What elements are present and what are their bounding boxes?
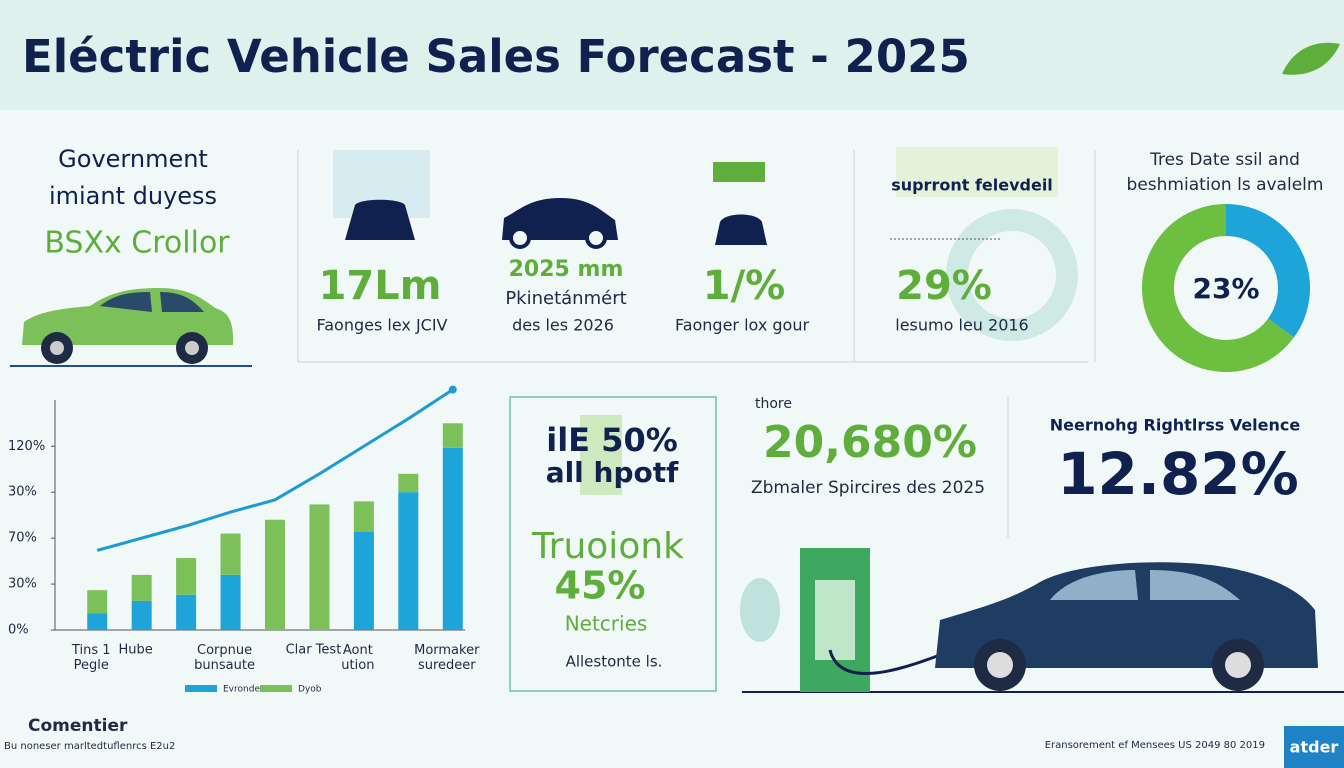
x-tick-label: Hube	[119, 643, 153, 658]
footer-brand: Comentier	[28, 716, 128, 736]
box-line: Truoionk	[531, 526, 684, 567]
center-kicker: thore	[755, 396, 792, 412]
navy-car	[935, 562, 1318, 691]
leaf-icon	[1282, 42, 1340, 75]
bar-segment	[176, 594, 197, 630]
stat-heading: suprront felevdeil	[891, 176, 1053, 195]
y-tick-label: 30%	[8, 485, 37, 500]
bar-segment	[309, 504, 330, 630]
bar-segment	[176, 558, 197, 595]
stat-caption: Faonger lox gour	[675, 316, 810, 335]
center-value: 20,680%	[763, 417, 977, 468]
trend-line	[96, 388, 454, 552]
right-value: 12.82%	[1057, 440, 1299, 508]
stat-caption: Faonges lex JCIV	[316, 316, 447, 335]
box-highlight	[580, 415, 622, 495]
left-line: imiant duyess	[49, 182, 217, 210]
bar-segment	[87, 613, 108, 630]
icon-bg	[896, 147, 1058, 197]
stat-caption: des les 2026	[512, 316, 614, 335]
right-heading: Neernohg Rightlrss Velence	[1050, 416, 1301, 435]
bar-segment	[353, 532, 374, 630]
left-highlight: BSXx Crollor	[44, 226, 230, 261]
bar-segment	[131, 600, 152, 630]
box-line: Netcries	[565, 612, 648, 636]
bar-segment	[442, 447, 463, 630]
pie-subtitle: beshmiation ls avalelm	[1127, 175, 1324, 195]
box-value: 45%	[555, 564, 646, 608]
y-tick-label: 30%	[8, 577, 37, 592]
bar-segment	[398, 473, 419, 493]
y-tick-label: 120%	[8, 439, 45, 454]
x-tick-label: Clar Test	[286, 643, 342, 658]
tree	[740, 578, 780, 642]
icon-bg	[713, 162, 765, 182]
stat-value: 17Lm	[319, 263, 442, 309]
x-tick-label: Corpnue bunsaute	[194, 643, 255, 673]
donut-chart	[1142, 204, 1310, 372]
box-line: ilE 50%	[546, 421, 678, 459]
title: Eléctric Vehicle Sales Forecast - 2025	[22, 30, 970, 83]
car-icon	[345, 198, 767, 245]
stat-caption: Pkinetánmért	[505, 288, 626, 309]
bar-segment	[131, 574, 152, 601]
legend-label: Evronde	[223, 685, 260, 695]
pie-title: Tres Date ssil and	[1149, 150, 1300, 170]
badge-text: atder	[1290, 738, 1339, 757]
y-tick-label: 0%	[8, 623, 29, 638]
legend-swatch	[260, 685, 292, 692]
left-line: Government	[58, 145, 208, 173]
panel-border	[297, 150, 1096, 363]
x-tick-label: Mormaker suredeer	[414, 643, 480, 673]
legend-swatch	[185, 685, 217, 692]
stat-caption: lesumo leu 2016	[895, 316, 1028, 335]
footer-note: Bu noneser marltedtuflenrcs E2u2	[4, 741, 175, 752]
bar-chart: 0% 30% 70% 30% 120% Tins 1 Pegle Hube Corpnue bun…	[8, 385, 480, 695]
bar-segment	[265, 519, 285, 630]
badge	[1284, 726, 1344, 768]
charger-screen	[815, 580, 855, 660]
box-line: all hpotf	[546, 456, 679, 489]
x-tick-label: Aont ution	[341, 643, 374, 673]
bar-segment	[398, 492, 419, 630]
cable	[828, 649, 941, 675]
bar-segment	[220, 574, 241, 630]
pie-center-label: 23%	[1192, 272, 1259, 305]
donut-segment	[1142, 204, 1294, 372]
box-footer: Allestonte ls.	[566, 653, 663, 671]
footer-source: Eransorement ef Mensees US 2049 80 2019	[1045, 740, 1265, 751]
donut-segment	[1225, 204, 1310, 338]
legend-label: Dyob	[298, 685, 322, 695]
stat-value: 2025 mm	[509, 257, 624, 282]
x-tick-label: Tins 1 Pegle	[71, 643, 111, 673]
bar-segment	[87, 590, 108, 614]
stat-value: 29%	[896, 263, 992, 309]
bar-segment	[220, 533, 241, 575]
stat-value: 1/%	[703, 263, 786, 309]
bar-segment	[442, 423, 463, 448]
trend-point	[448, 385, 457, 394]
y-tick-label: 70%	[8, 531, 37, 546]
header-band	[0, 0, 1344, 110]
box-border	[509, 396, 717, 692]
green-car	[22, 288, 234, 364]
bar-segment	[353, 501, 374, 532]
gear-icon	[946, 209, 1078, 341]
center-caption: Zbmaler Spircires des 2025	[751, 478, 985, 498]
